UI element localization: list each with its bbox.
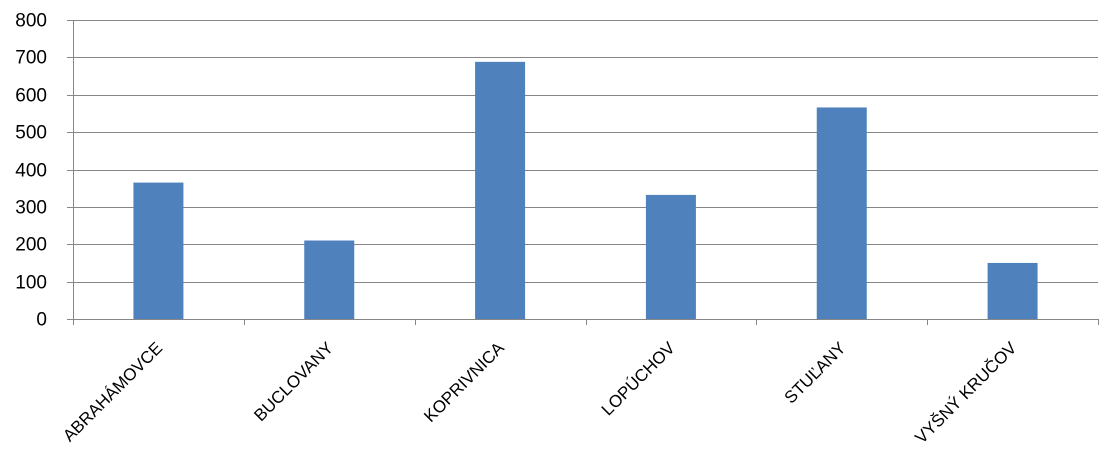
x-category-label: VYŠNÝ KRUČOV [911,338,1020,447]
y-tick-label: 500 [15,123,47,144]
gridlines [73,20,1098,283]
x-category-label: STUĽANY [781,338,850,407]
y-tick-label: 400 [15,161,47,182]
y-tick-label: 200 [15,235,47,256]
y-tick-label: 600 [15,86,47,107]
y-tick-label: 800 [15,11,47,32]
x-axis-category-labels: ABRAHÁMOVCE BUCLOVANY KOPRIVNICA LOPÚCHOV ST… [59,338,1021,447]
bars [133,61,1038,320]
axes [67,20,1099,325]
x-category-label: KOPRIVNICA [420,338,508,426]
x-category-label: ABRAHÁMOVCE [59,338,166,445]
bar [816,107,867,320]
bar [475,61,526,320]
y-tick-label: 100 [15,273,47,294]
y-tick-label: 700 [15,48,47,69]
bar [987,262,1038,319]
bar [133,182,184,319]
bar [304,240,355,319]
x-category-label: LOPÚCHOV [598,338,679,419]
y-tick-label: 300 [15,198,47,219]
y-tick-label: 0 [36,310,47,331]
x-category-label: BUCLOVANY [250,338,337,425]
y-axis-tick-labels: 0 100 200 300 400 500 600 700 800 [15,11,47,331]
bar [645,194,696,319]
